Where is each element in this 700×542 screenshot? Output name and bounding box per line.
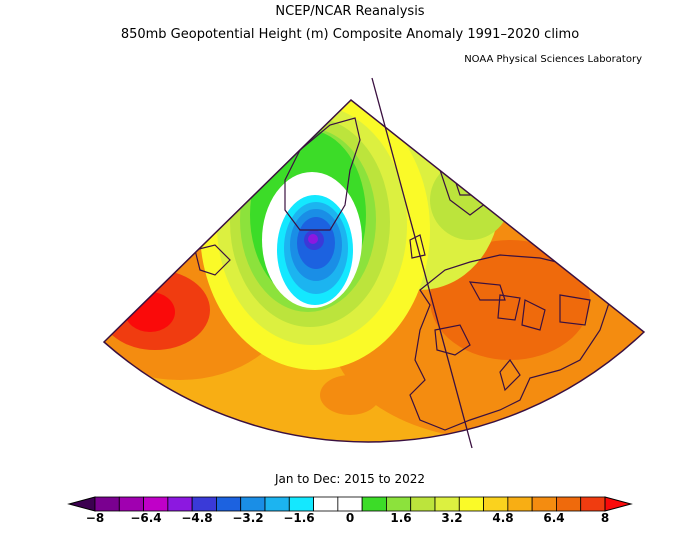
colorbar-cell [410,496,436,512]
colorbar-tick-label: 1.6 [390,511,412,525]
colorbar-cell [483,496,509,512]
colorbar-tick-label: −6.4 [130,511,162,525]
colorbar-cell [94,496,120,512]
colorbar-cell [288,496,314,512]
colorbar-cell [434,496,460,512]
colorbar-tick-label: 0 [345,511,355,525]
colorbar-tick-label: 4.8 [492,511,514,525]
colorbar-cell [556,496,582,512]
map-subtitle: 850mb Geopotential Height (m) Composite … [120,27,580,42]
colorbar-tick-label: 6.4 [543,511,565,525]
colorbar-cell [313,496,339,512]
colorbar-tick-label: 8 [600,511,610,525]
source-credit: NOAA Physical Sciences Laboratory [464,54,642,65]
colorbar-cell [143,496,169,512]
colorbar-cell [216,496,242,512]
colorbar-cell [191,496,217,512]
colorbar-max-arrow [604,496,633,512]
map-title: NCEP/NCAR Reanalysis [275,4,425,19]
meridian-line [371,77,473,449]
colorbar-cell [240,496,266,512]
colorbar-min-arrow [67,496,96,512]
colorbar-cell [337,496,363,512]
time-period-label: Jan to Dec: 2015 to 2022 [274,472,425,486]
colorbar-cell [458,496,484,512]
colorbar-cell [386,496,412,512]
colorbar-cell [167,496,193,512]
colorbar-cell [264,496,290,512]
colorbar-tick-label: −3.2 [232,511,264,525]
colorbar-cell [580,496,606,512]
colorbar-cell [361,496,387,512]
colorbar-tick-label: −4.8 [181,511,213,525]
colorbar-cell [507,496,533,512]
colorbar-tick-label: 3.2 [441,511,463,525]
colorbar-tick-label: −8 [85,511,105,525]
colorbar-tick-label: −1.6 [283,511,315,525]
colorbar-cell [531,496,557,512]
colorbar-cell [118,496,144,512]
map-frame [102,99,646,443]
